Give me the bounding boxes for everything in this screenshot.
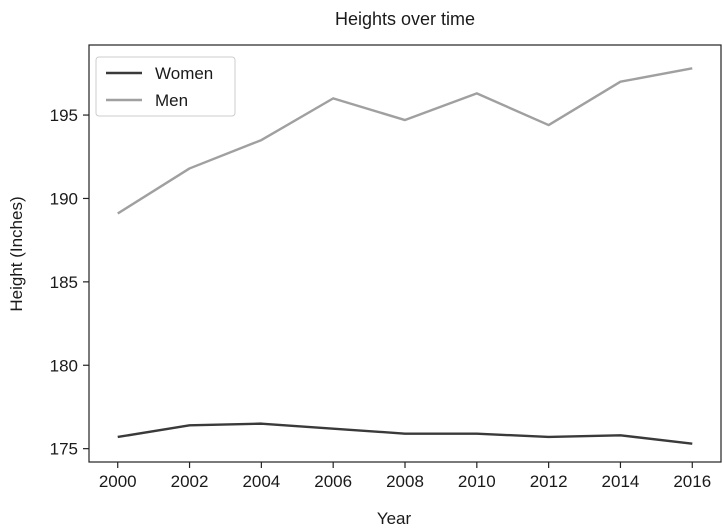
x-tick-label: 2014	[602, 472, 640, 491]
y-tick-label: 185	[50, 273, 78, 292]
x-tick-label: 2012	[530, 472, 568, 491]
x-tick-label: 2004	[242, 472, 280, 491]
legend-box	[95, 56, 236, 117]
legend: Women Men	[95, 56, 236, 117]
series-line-men	[117, 67, 693, 215]
x-tick-label: 2002	[171, 472, 209, 491]
y-axis-label: Height (Inches)	[7, 196, 26, 311]
series-layer	[117, 67, 693, 445]
y-tick-label: 180	[50, 356, 78, 375]
legend-label-women: Women	[155, 64, 213, 83]
x-axis-label: Year	[377, 509, 412, 528]
x-tick-label: 2016	[673, 472, 711, 491]
y-tick-label: 195	[50, 106, 78, 125]
x-tick-label: 2000	[99, 472, 137, 491]
x-axis: 2000 2002 2004 2006 2008 2010 2012 2014 2016	[99, 462, 711, 491]
chart-title: Heights over time	[335, 9, 475, 29]
series-line-women	[117, 422, 693, 445]
x-tick-label: 2010	[458, 472, 496, 491]
y-tick-label: 175	[50, 440, 78, 459]
x-tick-label: 2008	[386, 472, 424, 491]
y-axis: 175 180 185 190 195	[50, 106, 89, 459]
x-tick-label: 2006	[314, 472, 352, 491]
legend-label-men: Men	[155, 91, 188, 110]
y-tick-label: 190	[50, 189, 78, 208]
